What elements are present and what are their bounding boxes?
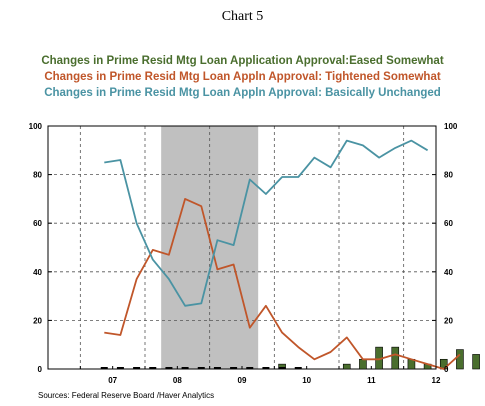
bar-eased — [456, 349, 464, 370]
y-tick-label-right: 100 — [444, 122, 458, 131]
y-tick-label-left: 40 — [33, 268, 42, 277]
y-tick-label-right: 60 — [444, 219, 453, 228]
legend-entry-tightened: Changes in Prime Resid Mtg Loan Appln Ap… — [44, 71, 441, 83]
x-tick-label: 11 — [367, 376, 376, 385]
bar-eased — [359, 358, 367, 370]
line-unchanged — [104, 139, 429, 307]
legend-entry-eased: Changes in Prime Resid Mtg Loan Applicat… — [41, 55, 444, 67]
y-tick-label-right: 40 — [444, 268, 453, 277]
chart-title: Chart 5 — [221, 9, 264, 24]
y-tick-label-right: 80 — [444, 171, 453, 180]
y-tick-label-left: 20 — [33, 316, 42, 325]
x-tick-label: 12 — [432, 376, 441, 385]
bar-eased — [391, 346, 400, 370]
y-tick-label-left: 0 — [38, 365, 43, 374]
x-tick-label: 07 — [108, 376, 117, 385]
legend-entry-unchanged: Changes in Prime Resid Mtg Loan Appln Ap… — [44, 87, 441, 99]
y-tick-label-right: 0 — [444, 365, 449, 374]
bar-eased — [472, 354, 480, 370]
y-tick-label-left: 80 — [33, 171, 42, 180]
line-tightened — [104, 197, 461, 370]
bar-eased — [342, 363, 351, 370]
y-tick-label-right: 20 — [444, 316, 453, 325]
y-tick-label-left: 100 — [29, 122, 43, 131]
source-note: Sources: Federal Reserve Board /Haver An… — [38, 391, 215, 400]
x-tick-label: 08 — [173, 376, 182, 385]
x-tick-label: 09 — [238, 376, 247, 385]
y-tick-label-left: 60 — [33, 219, 42, 228]
x-tick-label: 10 — [302, 376, 311, 385]
